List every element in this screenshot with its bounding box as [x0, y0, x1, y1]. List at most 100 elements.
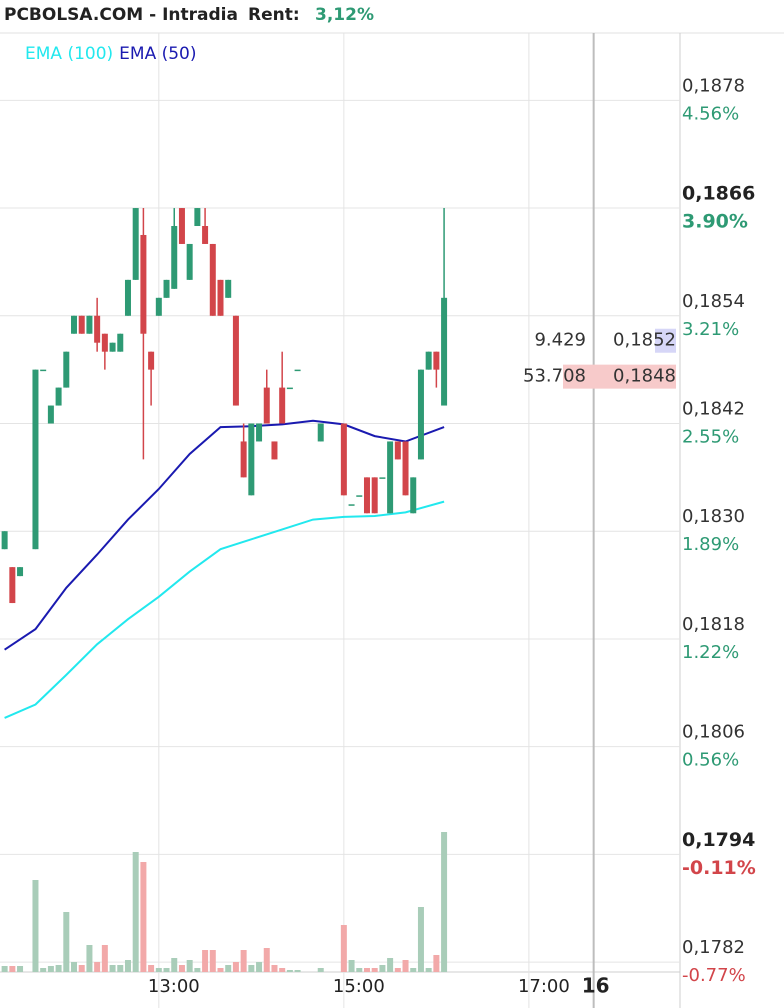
quote-bg [563, 364, 676, 389]
candle-body [55, 387, 62, 406]
volume-bar [256, 962, 263, 972]
candle-body [163, 279, 170, 298]
candle-body [356, 495, 363, 497]
volume-bar [86, 945, 93, 972]
ema-line [4, 500, 445, 719]
candle-body [32, 369, 39, 550]
candle-body [340, 423, 347, 496]
volume-bar [279, 968, 286, 972]
y-tick-label: 0,1782 [682, 937, 745, 958]
volume-bar [109, 965, 116, 972]
volume-bar [363, 968, 370, 972]
candle-body [441, 297, 448, 406]
candle-body [40, 369, 47, 372]
y-pct-label: 1.22% [682, 642, 739, 663]
candle-body [86, 315, 93, 334]
volume-bar [32, 880, 39, 972]
volume-bar [17, 966, 24, 972]
candle-body [225, 279, 232, 298]
volume-bar [232, 962, 239, 972]
y-tick-label: 0,1794 [682, 829, 755, 851]
volume-bar [124, 960, 131, 972]
return-label: Rent: [248, 5, 300, 25]
volume-bar [186, 960, 193, 972]
candle-body [1, 531, 8, 550]
volume-bar [140, 862, 147, 972]
volume-bar [94, 962, 101, 972]
volume-bar [348, 960, 355, 972]
volume-bar [163, 968, 170, 972]
candle-body [63, 351, 70, 388]
volume-bar [417, 907, 424, 972]
volume-bar [40, 968, 47, 972]
candle-body [9, 567, 16, 604]
volume-bar [379, 965, 386, 972]
volume-bar [402, 960, 409, 972]
candle-body [117, 333, 124, 352]
volume-bar [217, 968, 224, 972]
y-tick-label: 0,1842 [682, 399, 745, 420]
volume-bar [63, 912, 70, 972]
y-tick-label: 0,1830 [682, 506, 745, 527]
candle-body [178, 208, 185, 244]
volume-bar [340, 925, 347, 972]
y-tick-label: 0,1854 [682, 291, 745, 312]
volume-bar [248, 965, 255, 972]
y-pct-label: 0.56% [682, 750, 739, 771]
return-value: 3,12% [315, 5, 374, 25]
candle-body [209, 243, 216, 316]
volume-bar [387, 958, 394, 972]
volume-bar [263, 948, 270, 972]
volume-bar [294, 970, 301, 972]
y-pct-label: -0.77% [682, 965, 746, 986]
volume-bar [441, 832, 448, 972]
quote-qty: 53.708 [523, 366, 586, 387]
candle-body [425, 351, 432, 370]
candle-body [94, 315, 101, 343]
candle-body [402, 441, 409, 496]
candle-body [286, 387, 293, 390]
candle-body [379, 477, 386, 479]
candle-body [101, 333, 108, 352]
candle-body [433, 351, 440, 370]
candle-body [124, 279, 131, 316]
volume-bar [286, 970, 293, 972]
volume-bar [71, 962, 78, 972]
candle-body [348, 504, 355, 506]
y-pct-label: 3.90% [682, 211, 748, 233]
candle-body [271, 441, 278, 460]
y-tick-label: 0,1818 [682, 614, 745, 635]
candle-body [232, 315, 239, 406]
x-tick-label: 15:00 [333, 976, 385, 997]
candle-body [394, 441, 401, 460]
volume-bar [178, 965, 185, 972]
candle-body [256, 423, 263, 442]
candle-body [240, 441, 247, 478]
candle-body [217, 279, 224, 316]
chart-title: PCBOLSA.COM - Intradia [4, 5, 238, 25]
candle-body [371, 477, 378, 514]
candle-body [47, 405, 54, 424]
legend-entry: EMA (50) [119, 44, 196, 64]
volume-bar [225, 965, 232, 972]
y-tick-label: 0,1878 [682, 75, 745, 96]
candle-body [202, 226, 209, 244]
candle-body [132, 208, 139, 280]
candle-body [148, 351, 155, 370]
candle-body [387, 441, 394, 514]
x-tick-label: 17:00 [518, 976, 570, 997]
volume-bar [410, 968, 417, 972]
y-tick-label: 0,1866 [682, 183, 755, 205]
volume-bar [55, 965, 62, 972]
volume-bar [148, 965, 155, 972]
volume-bar [194, 968, 201, 972]
legend-entry: EMA (100) [25, 44, 113, 64]
volume-bar [78, 965, 85, 972]
x-tick-label: 16 [582, 974, 610, 998]
volume-bar [9, 966, 16, 972]
ema-line [4, 419, 445, 651]
quote-price: 0,1848 [613, 366, 676, 387]
y-pct-label: -0.11% [682, 857, 756, 879]
volume-bar [209, 950, 216, 972]
